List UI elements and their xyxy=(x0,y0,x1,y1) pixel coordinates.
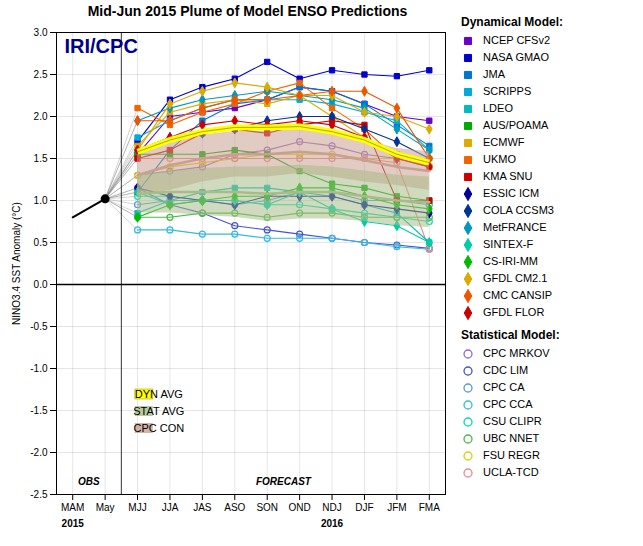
html-text:SCRIPPS: SCRIPPS xyxy=(483,85,532,97)
html-text:UKMO: UKMO xyxy=(483,153,516,165)
html-text:NASA GMAO: NASA GMAO xyxy=(483,51,549,63)
svg-text:CPC CON: CPC CON xyxy=(133,422,184,434)
svg-text:-2.0: -2.0 xyxy=(30,447,48,458)
svg-text:3.0: 3.0 xyxy=(34,27,48,38)
html-text:COLA CCSM3: COLA CCSM3 xyxy=(483,204,554,216)
svg-text:IRI/CPC: IRI/CPC xyxy=(65,35,138,57)
svg-text:NINO3.4 SST Anomaly (°C): NINO3.4 SST Anomaly (°C) xyxy=(11,202,22,325)
svg-text:MAM: MAM xyxy=(61,502,84,513)
html-text:CMC CANSIP: CMC CANSIP xyxy=(483,289,553,301)
svg-text:-0.5: -0.5 xyxy=(30,321,48,332)
svg-text:ASO: ASO xyxy=(224,502,245,513)
svg-text:STAT AVG: STAT AVG xyxy=(133,405,184,417)
svg-text:0.5: 0.5 xyxy=(34,237,48,248)
svg-text:OND: OND xyxy=(289,502,311,513)
svg-text:1.0: 1.0 xyxy=(34,195,48,206)
svg-text:DJF: DJF xyxy=(355,502,373,513)
svg-text:FORECAST: FORECAST xyxy=(256,476,312,487)
svg-text:2.5: 2.5 xyxy=(34,69,48,80)
svg-text:DYN AVG: DYN AVG xyxy=(135,388,183,400)
html-text:CPC MRKOV: CPC MRKOV xyxy=(483,347,550,359)
html-text:JMA: JMA xyxy=(483,68,505,80)
svg-text:SON: SON xyxy=(256,502,278,513)
svg-text:JAS: JAS xyxy=(193,502,212,513)
svg-text:FMA: FMA xyxy=(419,502,440,513)
svg-text:1.5: 1.5 xyxy=(34,153,48,164)
svg-text:2015: 2015 xyxy=(62,518,85,529)
svg-text:JJA: JJA xyxy=(162,502,179,513)
html-text:CSU CLIPR: CSU CLIPR xyxy=(483,415,542,427)
svg-text:OBS: OBS xyxy=(78,476,100,487)
html-text:MetFRANCE: MetFRANCE xyxy=(483,221,547,233)
html-text:UCLA-TCD: UCLA-TCD xyxy=(483,466,539,478)
html-text:NCEP CFSv2: NCEP CFSv2 xyxy=(483,34,550,46)
html-text:SINTEX-F: SINTEX-F xyxy=(483,238,534,250)
html-text:KMA SNU: KMA SNU xyxy=(483,170,533,182)
html-text:UBC NNET: UBC NNET xyxy=(483,432,540,444)
svg-text:NDJ: NDJ xyxy=(322,502,341,513)
html-text:LDEO: LDEO xyxy=(483,102,513,114)
html-text:Dynamical Model:: Dynamical Model: xyxy=(461,15,563,29)
html-text:CDC LIM: CDC LIM xyxy=(483,364,529,376)
html-text:CPC CA: CPC CA xyxy=(483,381,525,393)
svg-text:MJJ: MJJ xyxy=(128,502,146,513)
svg-text:-1.0: -1.0 xyxy=(30,363,48,374)
html-text:GFDL CM2.1: GFDL CM2.1 xyxy=(483,272,548,284)
svg-text:2016: 2016 xyxy=(321,518,344,529)
html-text:ECMWF: ECMWF xyxy=(483,136,525,148)
svg-text:0.0: 0.0 xyxy=(34,279,48,290)
svg-text:JFM: JFM xyxy=(387,502,406,513)
svg-text:-2.5: -2.5 xyxy=(30,489,48,500)
html-text:AUS/POAMA: AUS/POAMA xyxy=(483,119,549,131)
svg-text:-1.5: -1.5 xyxy=(30,405,48,416)
html-text:CS-IRI-MM: CS-IRI-MM xyxy=(483,255,538,267)
svg-text:2.0: 2.0 xyxy=(34,111,48,122)
html-text:FSU REGR: FSU REGR xyxy=(483,449,540,461)
html-text:Statistical Model:: Statistical Model: xyxy=(461,328,560,342)
html-text:Mid-Jun 2015 Plume of Model EN: Mid-Jun 2015 Plume of Model ENSO Predict… xyxy=(87,3,408,19)
html-text:ESSIC ICM: ESSIC ICM xyxy=(483,187,540,199)
html-text:GFDL FLOR: GFDL FLOR xyxy=(483,306,545,318)
html-text:CPC CCA: CPC CCA xyxy=(483,398,533,410)
svg-text:May: May xyxy=(96,502,115,513)
